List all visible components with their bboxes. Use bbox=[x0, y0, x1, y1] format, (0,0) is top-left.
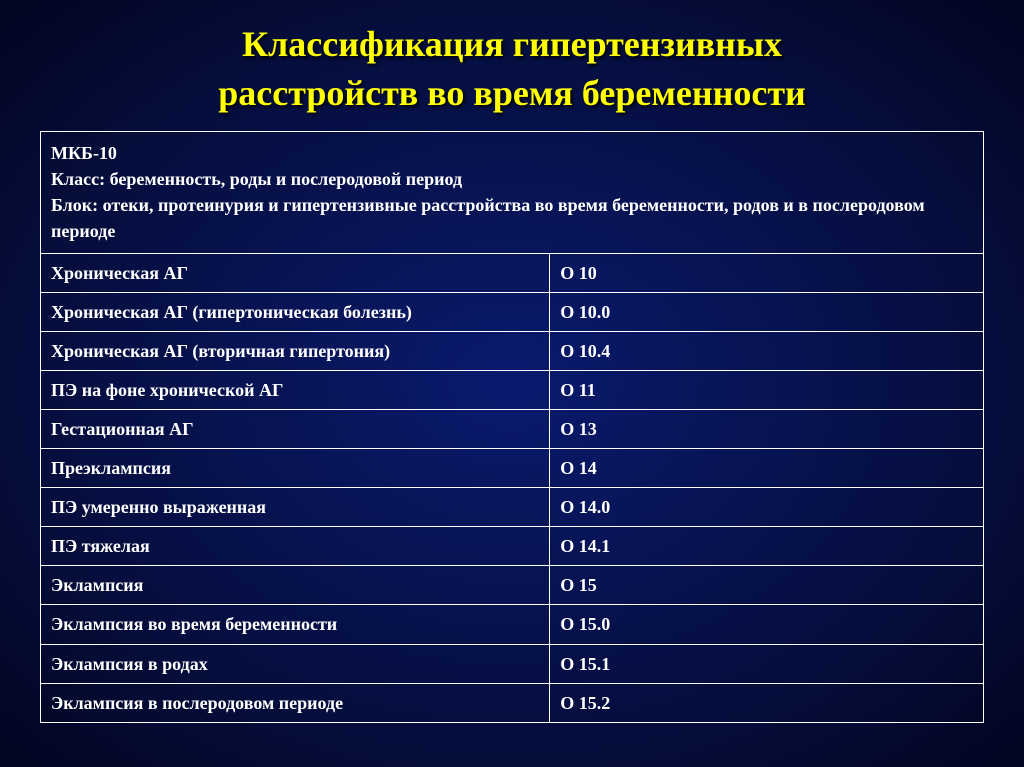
table-row: Хроническая АГО 10 bbox=[41, 253, 984, 292]
table-row: Гестационная АГО 13 bbox=[41, 409, 984, 448]
table-row: Эклампсия в послеродовом периодеО 15.2 bbox=[41, 683, 984, 722]
title-line-1: Классификация гипертензивных bbox=[242, 24, 782, 64]
table-row: Эклампсия в родахО 15.1 bbox=[41, 644, 984, 683]
disorder-name-cell: ПЭ на фоне хронической АГ bbox=[41, 370, 550, 409]
table-row: ПЭ тяжелаяО 14.1 bbox=[41, 527, 984, 566]
slide-container: Классификация гипертензивных расстройств… bbox=[0, 0, 1024, 767]
title-line-2: расстройств во время беременности bbox=[218, 73, 806, 113]
icd-code-cell: О 15.2 bbox=[550, 683, 984, 722]
header-line-2: Класс: беременность, роды и послеродовой… bbox=[51, 166, 973, 192]
table-row: ЭклампсияО 15 bbox=[41, 566, 984, 605]
slide-title: Классификация гипертензивных расстройств… bbox=[40, 20, 984, 117]
icd-code-cell: О 11 bbox=[550, 370, 984, 409]
icd-code-cell: О 13 bbox=[550, 409, 984, 448]
table-header-cell: МКБ-10 Класс: беременность, роды и после… bbox=[41, 132, 984, 253]
icd-code-cell: О 10 bbox=[550, 253, 984, 292]
table-row: ПЭ на фоне хронической АГО 11 bbox=[41, 370, 984, 409]
disorder-name-cell: Эклампсия во время беременности bbox=[41, 605, 550, 644]
disorder-name-cell: Хроническая АГ (вторичная гипертония) bbox=[41, 331, 550, 370]
table-row: Хроническая АГ (вторичная гипертония)О 1… bbox=[41, 331, 984, 370]
icd-code-cell: О 15.0 bbox=[550, 605, 984, 644]
icd-code-cell: О 15.1 bbox=[550, 644, 984, 683]
disorder-name-cell: Эклампсия bbox=[41, 566, 550, 605]
disorder-name-cell: Эклампсия в родах bbox=[41, 644, 550, 683]
table-row: Эклампсия во время беременностиО 15.0 bbox=[41, 605, 984, 644]
table-row: ПреэклампсияО 14 bbox=[41, 449, 984, 488]
icd-code-cell: О 14 bbox=[550, 449, 984, 488]
icd-code-cell: О 10.0 bbox=[550, 292, 984, 331]
icd-code-cell: О 14.0 bbox=[550, 488, 984, 527]
disorder-name-cell: Хроническая АГ (гипертоническая болезнь) bbox=[41, 292, 550, 331]
disorder-name-cell: Эклампсия в послеродовом периоде bbox=[41, 683, 550, 722]
disorder-name-cell: ПЭ умеренно выраженная bbox=[41, 488, 550, 527]
disorder-name-cell: Преэклампсия bbox=[41, 449, 550, 488]
table-header-row: МКБ-10 Класс: беременность, роды и после… bbox=[41, 132, 984, 253]
header-line-1: МКБ-10 bbox=[51, 140, 973, 166]
icd-code-cell: О 14.1 bbox=[550, 527, 984, 566]
disorder-name-cell: Хроническая АГ bbox=[41, 253, 550, 292]
icd-code-cell: О 10.4 bbox=[550, 331, 984, 370]
disorder-name-cell: ПЭ тяжелая bbox=[41, 527, 550, 566]
icd-code-cell: О 15 bbox=[550, 566, 984, 605]
classification-table: МКБ-10 Класс: беременность, роды и после… bbox=[40, 131, 984, 723]
table-row: ПЭ умеренно выраженнаяО 14.0 bbox=[41, 488, 984, 527]
table-row: Хроническая АГ (гипертоническая болезнь)… bbox=[41, 292, 984, 331]
disorder-name-cell: Гестационная АГ bbox=[41, 409, 550, 448]
header-line-3: Блок: отеки, протеинурия и гипертензивны… bbox=[51, 192, 973, 244]
